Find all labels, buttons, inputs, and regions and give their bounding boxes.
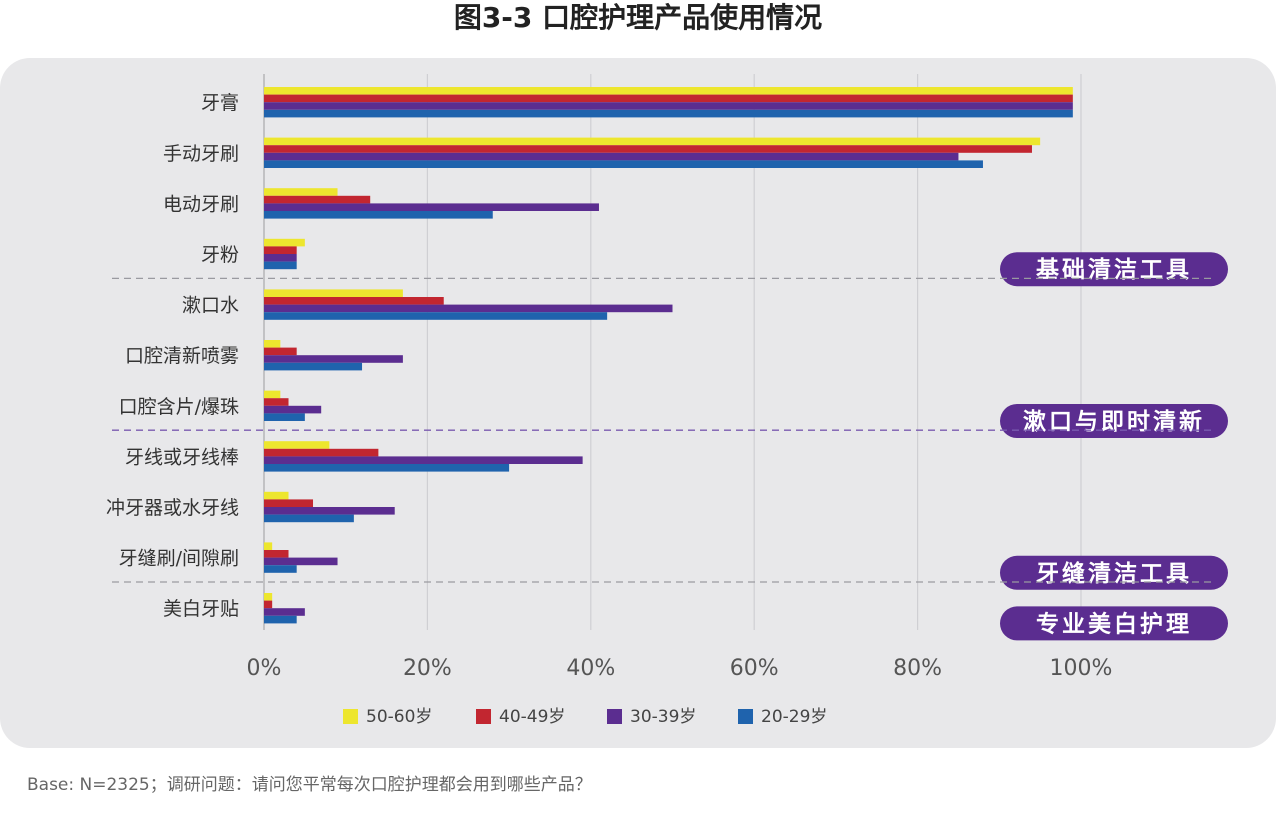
bar: [264, 550, 289, 558]
category-label: 牙缝刷/间隙刷: [119, 548, 239, 570]
bar: [264, 448, 379, 457]
category-label: 美白牙贴: [163, 598, 239, 620]
legend-swatch: [343, 709, 358, 724]
bar: [264, 362, 363, 371]
group-badge-label: 专业美白护理: [1036, 610, 1192, 637]
bar: [264, 188, 338, 196]
group-badge: [1000, 404, 1228, 438]
x-tick-label: 40%: [566, 656, 615, 681]
bar: [264, 615, 297, 624]
bar: [264, 94, 1073, 103]
bar: [264, 87, 1073, 95]
bar: [264, 347, 297, 356]
legend-swatch: [738, 709, 753, 724]
chart-title: 图3-3 口腔护理产品使用情况: [453, 1, 823, 34]
bar: [264, 565, 297, 573]
bar: [264, 109, 1073, 118]
category-label: 冲牙器或水牙线: [106, 497, 239, 519]
bar: [264, 203, 599, 211]
bar: [264, 593, 273, 601]
bar: [264, 195, 371, 204]
bar: [264, 238, 305, 247]
category-label: 口腔清新喷雾: [125, 345, 239, 367]
bar: [264, 297, 444, 305]
bar: [264, 600, 273, 609]
legend-label: 30-39岁: [630, 707, 696, 727]
category-label: 牙膏: [201, 91, 239, 114]
bar: [264, 456, 583, 464]
bar: [264, 152, 959, 161]
chart-panel: 0% 20% 40% 60% 80% 100% 基础清洁工具 漱口与即时清新 牙缝清洁工具 专业美…: [0, 58, 1276, 748]
category-label: 口腔含片/爆珠: [119, 396, 239, 418]
x-tick-label: 0%: [247, 656, 282, 681]
bar: [264, 398, 289, 406]
bar: [264, 261, 297, 270]
bar: [264, 160, 983, 168]
bar: [264, 608, 305, 616]
bar: [264, 542, 273, 550]
bar: [264, 304, 673, 313]
bar: [264, 246, 297, 254]
bar: [264, 405, 322, 414]
bar: [264, 145, 1032, 153]
bar-chart: 0% 20% 40% 60% 80% 100% 基础清洁工具漱口与即时清新牙缝清洁工具专业美…: [106, 74, 1228, 727]
bar: [264, 491, 289, 500]
bar: [264, 413, 305, 421]
bar: [264, 102, 1073, 110]
bar: [264, 289, 403, 297]
category-label: 电动牙刷: [163, 193, 239, 215]
group-badge: [1000, 252, 1228, 287]
group-badge: [1000, 606, 1228, 641]
x-tick-label: 80%: [893, 656, 942, 681]
bar: [264, 464, 510, 472]
group-badge-label: 漱口与即时清新: [1023, 408, 1205, 435]
bar: [264, 390, 281, 399]
legend-swatch: [476, 709, 491, 724]
category-label: 牙线或牙线棒: [125, 446, 239, 468]
bar: [264, 254, 297, 262]
bar: [264, 499, 314, 507]
x-tick-label: 60%: [730, 656, 779, 681]
x-tick-label: 20%: [403, 656, 452, 681]
bar: [264, 211, 493, 219]
group-badge: [1000, 555, 1228, 590]
legend-label: 50-60岁: [366, 707, 432, 727]
legend-swatch: [607, 709, 622, 724]
bar: [264, 355, 403, 363]
bar: [264, 137, 1041, 146]
legend-label: 20-29岁: [761, 707, 827, 727]
bar: [264, 514, 354, 523]
footnote: Base: N=2325；调研问题：请问您平常每次口腔护理都会用到哪些产品？: [27, 775, 592, 795]
bar: [264, 312, 608, 320]
group-badge-label: 牙缝清洁工具: [1036, 560, 1192, 587]
bar: [264, 340, 281, 348]
category-label: 漱口水: [182, 295, 239, 317]
x-tick-label: 100%: [1050, 656, 1113, 681]
category-label: 手动牙刷: [163, 143, 239, 165]
bar: [264, 507, 395, 515]
group-badge-label: 基础清洁工具: [1036, 257, 1192, 283]
bar: [264, 441, 330, 449]
legend-label: 40-49岁: [499, 707, 565, 727]
bar: [264, 557, 338, 566]
category-label: 牙粉: [201, 244, 239, 266]
